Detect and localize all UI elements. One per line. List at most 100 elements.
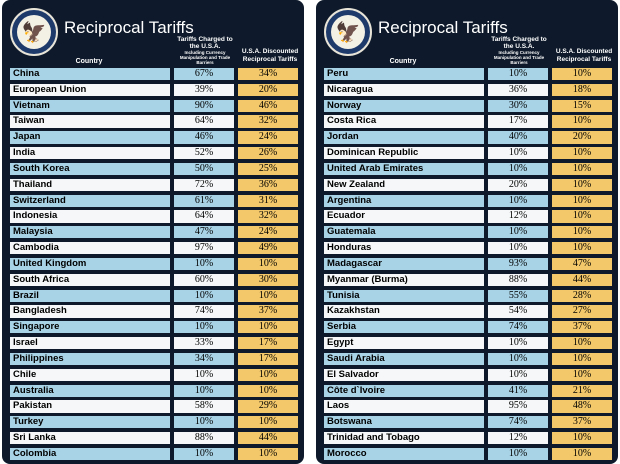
tariff-charged-cell: 10% (488, 447, 548, 461)
table-row: Dominican Republic 10% 10% (324, 147, 614, 160)
country-cell: Japan (10, 131, 170, 144)
country-cell: Saudi Arabia (324, 352, 484, 366)
table-row: Bangladesh 74% 37% (10, 305, 300, 318)
country-cell: Jordan (324, 131, 484, 144)
table-row: South Korea 50% 25% (10, 162, 300, 176)
header-discounted-tariffs: U.S.A. Discounted Reciprocal Tariffs (555, 48, 613, 63)
discounted-tariff-cell: 28% (552, 289, 612, 302)
tariff-charged-cell: 47% (174, 226, 234, 239)
discounted-tariff-cell: 25% (238, 162, 298, 176)
tariff-charged-cell: 10% (488, 337, 548, 350)
country-cell: United Arab Emirates (324, 162, 484, 176)
header-charged-sub: Including Currency Manipulation and Trad… (179, 50, 231, 65)
table-row: Côte d`Ivoire 41% 21% (324, 384, 614, 397)
discounted-tariff-cell: 20% (238, 83, 298, 97)
left-tariff-panel: 🦅 Reciprocal Tariffs Tariffs Charged to … (2, 0, 304, 464)
country-cell: Madagascar (324, 257, 484, 271)
table-row: Botswana 74% 37% (324, 416, 614, 429)
tariff-charged-cell: 12% (488, 210, 548, 223)
tariff-charged-cell: 10% (488, 242, 548, 255)
country-cell: Peru (324, 68, 484, 81)
table-row: Laos 95% 48% (324, 400, 614, 413)
discounted-tariff-cell: 20% (552, 131, 612, 144)
tariff-charged-cell: 40% (488, 131, 548, 144)
table-row: Australia 10% 10% (10, 384, 300, 397)
table-row: Switzerland 61% 31% (10, 194, 300, 207)
country-cell: Sri Lanka (10, 432, 170, 445)
discounted-tariff-cell: 24% (238, 226, 298, 239)
country-cell: Thailand (10, 178, 170, 191)
tariff-charged-cell: 93% (488, 257, 548, 271)
discounted-tariff-cell: 10% (552, 210, 612, 223)
presidential-seal-icon: 🦅 (324, 8, 372, 56)
country-cell: Serbia (324, 321, 484, 334)
tariff-charged-cell: 10% (174, 321, 234, 334)
country-cell: Taiwan (10, 115, 170, 128)
discounted-tariff-cell: 10% (238, 257, 298, 271)
panel-title: Reciprocal Tariffs (378, 18, 508, 37)
tariff-charged-cell: 10% (174, 384, 234, 397)
presidential-seal-icon: 🦅 (10, 8, 58, 56)
tariff-charged-cell: 64% (174, 115, 234, 128)
discounted-tariff-cell: 10% (238, 384, 298, 397)
discounted-tariff-cell: 32% (238, 210, 298, 223)
table-row: Kazakhstan 54% 27% (324, 305, 614, 318)
discounted-tariff-cell: 10% (552, 162, 612, 176)
discounted-tariff-cell: 24% (238, 131, 298, 144)
country-cell: Singapore (10, 321, 170, 334)
country-cell: Argentina (324, 194, 484, 207)
tariff-charged-cell: 20% (488, 178, 548, 191)
country-cell: Israel (10, 337, 170, 350)
tariff-charged-cell: 10% (174, 257, 234, 271)
discounted-tariff-cell: 36% (238, 178, 298, 191)
country-cell: Bangladesh (10, 305, 170, 318)
country-cell: Egypt (324, 337, 484, 350)
tariff-charged-cell: 30% (488, 99, 548, 112)
discounted-tariff-cell: 17% (238, 337, 298, 350)
country-cell: Brazil (10, 289, 170, 302)
table-row: China 67% 34% (10, 68, 300, 81)
tariff-charged-cell: 67% (174, 68, 234, 81)
table-row: Jordan 40% 20% (324, 131, 614, 144)
discounted-tariff-cell: 10% (238, 289, 298, 302)
country-cell: Philippines (10, 352, 170, 366)
tariff-charged-cell: 60% (174, 273, 234, 286)
tariff-charged-cell: 97% (174, 242, 234, 255)
discounted-tariff-cell: 29% (238, 400, 298, 413)
tariff-charged-cell: 95% (488, 400, 548, 413)
tariff-charged-cell: 10% (174, 416, 234, 429)
tariff-charged-cell: 41% (488, 384, 548, 397)
country-cell: Laos (324, 400, 484, 413)
tariff-charged-cell: 10% (488, 68, 548, 81)
discounted-tariff-cell: 49% (238, 242, 298, 255)
table-row: Madagascar 93% 47% (324, 257, 614, 271)
discounted-tariff-cell: 47% (552, 257, 612, 271)
header-tariffs-charged: Tariffs Charged to the U.S.A. Including … (174, 36, 236, 65)
tariff-charged-cell: 58% (174, 400, 234, 413)
tariff-charged-cell: 46% (174, 131, 234, 144)
header-charged-main: Tariffs Charged to the U.S.A. (177, 36, 233, 50)
table-row: Philippines 34% 17% (10, 352, 300, 366)
table-row: Nicaragua 36% 18% (324, 83, 614, 97)
discounted-tariff-cell: 46% (238, 99, 298, 112)
table-row: India 52% 26% (10, 147, 300, 160)
country-cell: Vietnam (10, 99, 170, 112)
discounted-tariff-cell: 10% (552, 432, 612, 445)
tariff-charged-cell: 90% (174, 99, 234, 112)
country-cell: Tunisia (324, 289, 484, 302)
table-row: Singapore 10% 10% (10, 321, 300, 334)
discounted-tariff-cell: 10% (552, 115, 612, 128)
table-row: Turkey 10% 10% (10, 416, 300, 429)
table-row: Egypt 10% 10% (324, 337, 614, 350)
discounted-tariff-cell: 48% (552, 400, 612, 413)
tariff-charged-cell: 50% (174, 162, 234, 176)
discounted-tariff-cell: 26% (238, 147, 298, 160)
country-cell: Chile (10, 368, 170, 381)
country-cell: India (10, 147, 170, 160)
country-cell: Côte d`Ivoire (324, 384, 484, 397)
tariff-charged-cell: 10% (174, 447, 234, 461)
discounted-tariff-cell: 37% (238, 305, 298, 318)
country-cell: United Kingdom (10, 257, 170, 271)
panel-title: Reciprocal Tariffs (64, 18, 194, 37)
tariff-charged-cell: 12% (488, 432, 548, 445)
